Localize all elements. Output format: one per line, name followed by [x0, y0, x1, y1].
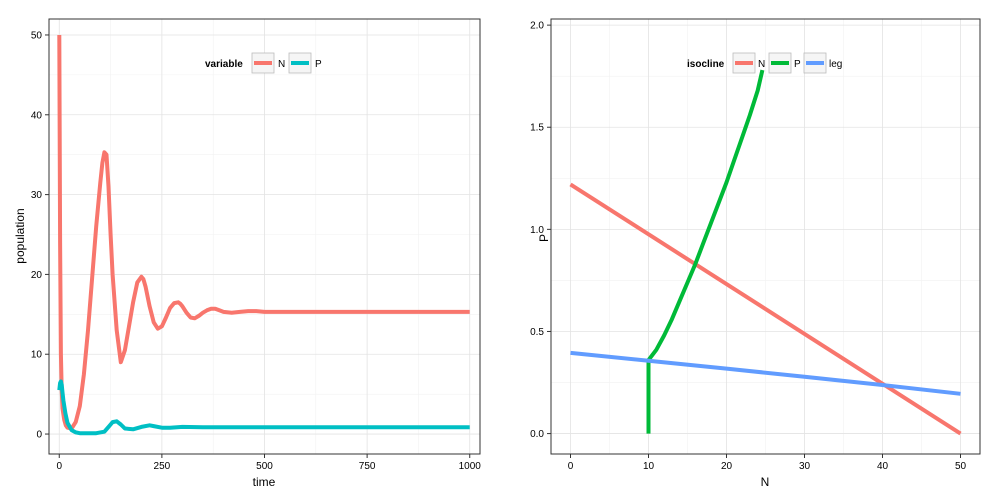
x-tick-label: 30: [799, 461, 811, 472]
x-tick-label: 40: [877, 461, 889, 472]
legend-label: leg: [829, 59, 842, 70]
y-tick-label: 40: [31, 110, 43, 121]
y-tick-label: 1.5: [530, 123, 544, 134]
x-tick-label: 750: [359, 461, 376, 472]
x-axis-title: time: [253, 475, 276, 489]
plot-border: [550, 18, 981, 455]
legend-item-n: N: [251, 52, 285, 74]
legend-label: P: [315, 59, 322, 70]
legend-item-leg: leg: [803, 52, 842, 74]
y-axis-title: P: [537, 234, 551, 242]
major-grid: [49, 19, 480, 454]
legend-label: N: [758, 59, 765, 70]
series-line-n: [57, 34, 470, 431]
series-line-leg: [570, 350, 961, 396]
series-line-n: [569, 182, 962, 436]
y-tick-label: 50: [31, 30, 43, 41]
y-tick-label: 0.0: [530, 429, 544, 440]
x-axis-ticks: 0 10 20 30 40 50: [568, 454, 967, 472]
major-grid: [551, 19, 980, 454]
series-line-p: [646, 69, 765, 434]
series-layer: [57, 34, 470, 436]
legend-title: isocline: [687, 59, 725, 70]
x-tick-label: 20: [721, 461, 733, 472]
x-axis-ticks: 0 250 500 750 1000: [56, 454, 481, 472]
legend-item-p: P: [768, 52, 801, 74]
series-layer: [569, 69, 962, 436]
legend-item-n: N: [732, 52, 765, 74]
time-series-chart: 0 250 500 750 1000 0 10 20 30 40 50 time populati…: [13, 18, 481, 489]
legend-item-p: P: [288, 52, 322, 74]
legend: isocline N P leg: [687, 52, 842, 74]
x-tick-label: 0: [56, 461, 62, 472]
y-axis-title: population: [13, 208, 27, 263]
x-tick-label: 500: [256, 461, 273, 472]
y-tick-label: 0.5: [530, 327, 544, 338]
y-tick-label: 20: [31, 270, 43, 281]
legend-label: N: [278, 59, 285, 70]
y-tick-label: 30: [31, 190, 43, 201]
series-line-p: [57, 379, 470, 436]
isocline-chart: 0 10 20 30 40 50 0.0 0.5 1.0 1.5 2.0 N P isocline…: [530, 18, 981, 489]
legend: variable N P: [205, 52, 322, 74]
y-axis-ticks: 0.0 0.5 1.0 1.5 2.0: [530, 21, 551, 440]
x-tick-label: 250: [154, 461, 171, 472]
x-tick-label: 50: [955, 461, 967, 472]
y-axis-ticks: 0 10 20 30 40 50: [31, 30, 49, 441]
y-tick-label: 2.0: [530, 21, 544, 32]
x-axis-title: N: [761, 475, 770, 489]
x-tick-label: 10: [643, 461, 655, 472]
y-tick-label: 0: [36, 430, 42, 441]
y-tick-label: 10: [31, 350, 43, 361]
y-tick-label: 1.0: [530, 225, 544, 236]
legend-label: P: [794, 59, 801, 70]
legend-title: variable: [205, 59, 243, 70]
x-tick-label: 1000: [459, 461, 482, 472]
x-tick-label: 0: [568, 461, 574, 472]
